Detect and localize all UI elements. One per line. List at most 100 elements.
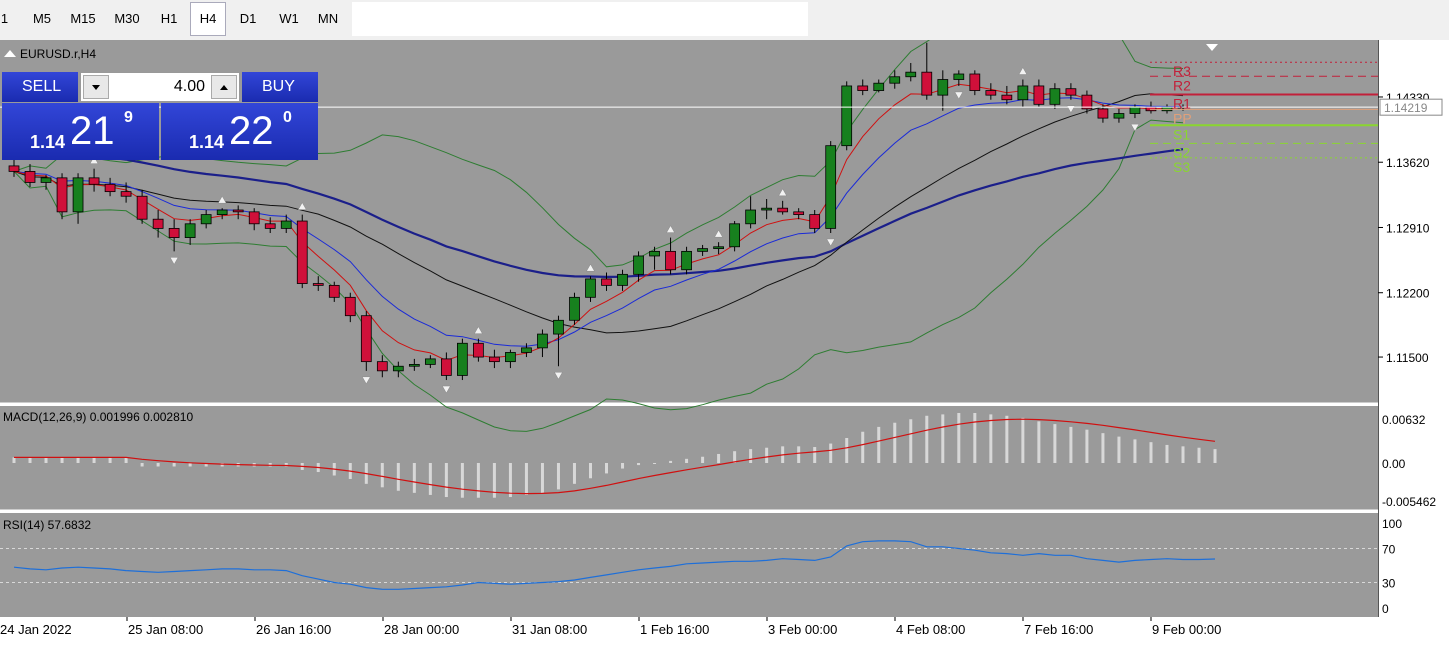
timeframe-m1-button[interactable]: l1 — [0, 11, 9, 26]
candle — [793, 208, 805, 220]
macd-histogram-bar — [765, 447, 769, 463]
fractal-arrow-icon — [778, 188, 788, 197]
candle — [857, 79, 869, 96]
chart-shift-marker-icon[interactable] — [1206, 44, 1218, 51]
timeframe-m30-button[interactable]: M30 — [114, 11, 140, 26]
macd-histogram-bar — [1101, 433, 1105, 463]
timeframe-m5-button[interactable]: M5 — [32, 11, 52, 26]
candle — [777, 200, 789, 215]
candle — [953, 70, 965, 86]
sell-price-button[interactable]: 1.14 21 9 — [2, 103, 159, 160]
macd-histogram-bar — [44, 457, 48, 463]
price-axis-label: 1.13620 — [1386, 156, 1430, 170]
macd-histogram-bar — [188, 463, 192, 467]
macd-histogram-bar — [540, 463, 544, 493]
candle — [1081, 90, 1093, 114]
fractal-arrow-icon — [714, 229, 724, 238]
buy-button[interactable]: BUY — [242, 72, 318, 102]
candle — [569, 292, 580, 325]
macd-histogram-bar — [588, 463, 592, 479]
macd-histogram-bar — [60, 457, 64, 463]
timeframe-m15-button[interactable]: M15 — [70, 11, 96, 26]
macd-histogram-bar — [412, 463, 416, 493]
candle — [553, 315, 564, 367]
macd-histogram-bar — [813, 447, 817, 463]
macd-histogram-bar — [1181, 446, 1185, 463]
candle — [729, 221, 740, 252]
sell-button[interactable]: SELL — [2, 72, 78, 102]
chart-area[interactable]: R3 R2 R1 PP S1 S2 S3 0.00632 0.00 -0.005462 100 7… — [0, 6, 1449, 644]
candle — [216, 208, 228, 220]
candle — [889, 70, 901, 89]
candle — [617, 269, 628, 291]
timeframe-mn-button[interactable]: MN — [317, 11, 339, 26]
volume-decrease-button[interactable] — [83, 75, 109, 99]
macd-histogram-bar — [556, 463, 560, 490]
macd-axis-label: -0.005462 — [1382, 495, 1436, 509]
candle — [473, 338, 484, 362]
candle — [633, 251, 644, 282]
volume-box — [80, 72, 240, 102]
macd-label: MACD(12,26,9) 0.001996 0.002810 — [3, 410, 193, 424]
macd-histogram-bar — [637, 463, 641, 466]
time-scale[interactable] — [0, 617, 1378, 644]
time-axis-label: 25 Jan 08:00 — [128, 622, 203, 637]
price-scale[interactable] — [1378, 40, 1449, 644]
macd-histogram-bar — [893, 422, 897, 463]
candle — [921, 42, 933, 100]
rsi-pane[interactable] — [0, 513, 1378, 617]
candle — [521, 343, 532, 358]
macd-histogram-bar — [797, 446, 801, 463]
candle — [937, 70, 949, 111]
candle — [24, 164, 36, 188]
candle — [120, 182, 132, 203]
macd-histogram-bar — [1085, 429, 1089, 463]
candle — [8, 158, 20, 177]
macd-histogram-bar — [621, 463, 625, 469]
candle — [761, 198, 773, 220]
candle — [537, 329, 548, 358]
ema-slow-line — [13, 146, 1184, 279]
macd-histogram-bar — [829, 443, 833, 463]
fractal-arrow-icon — [217, 195, 227, 204]
macd-histogram-bar — [653, 463, 657, 464]
timeframe-d1-button[interactable]: D1 — [239, 11, 257, 26]
candle — [136, 189, 148, 224]
fractal-arrow-icon — [586, 263, 595, 272]
sell-label: SELL — [22, 78, 62, 95]
fractal-arrow-icon — [954, 91, 964, 100]
timeframe-toolbar: l1 M5 M15 M30 H1 H4 D1 W1 MN — [0, 0, 1449, 41]
collapse-triangle-icon[interactable] — [4, 50, 16, 57]
candle — [168, 219, 180, 252]
macd-histogram-bar — [204, 463, 208, 467]
candle — [985, 83, 997, 100]
macd-histogram-bar — [1005, 415, 1009, 463]
volume-input[interactable] — [111, 75, 209, 99]
macd-histogram-bar — [92, 457, 96, 463]
rsi-axis-label: 70 — [1382, 543, 1396, 557]
volume-increase-button[interactable] — [211, 75, 237, 99]
pivot-r2-label: R2 — [1173, 77, 1191, 93]
candle — [585, 276, 596, 302]
sell-price-big: 1.14 — [30, 132, 66, 152]
candle — [745, 196, 756, 229]
timeframe-h4-button[interactable]: H4 — [190, 2, 226, 36]
timeframe-h1-button[interactable]: H1 — [160, 11, 178, 26]
candle — [1065, 83, 1077, 100]
macd-histogram-bar — [1069, 426, 1073, 463]
buy-price-button[interactable]: 1.14 22 0 — [161, 103, 318, 160]
macd-pane[interactable] — [0, 406, 1378, 510]
time-axis-label: 3 Feb 00:00 — [768, 622, 837, 637]
macd-histogram-bar — [156, 463, 160, 467]
macd-histogram-bar — [124, 457, 128, 463]
timeframe-w1-button[interactable]: W1 — [279, 11, 299, 26]
candle — [873, 79, 885, 93]
macd-histogram-bar — [108, 457, 112, 463]
macd-histogram-bar — [941, 414, 945, 463]
macd-histogram-bar — [973, 413, 977, 463]
macd-histogram-bar — [172, 463, 176, 467]
macd-histogram-bar — [861, 431, 865, 463]
pivot-s3-label: S3 — [1173, 159, 1190, 175]
macd-histogram-bar — [28, 457, 32, 463]
